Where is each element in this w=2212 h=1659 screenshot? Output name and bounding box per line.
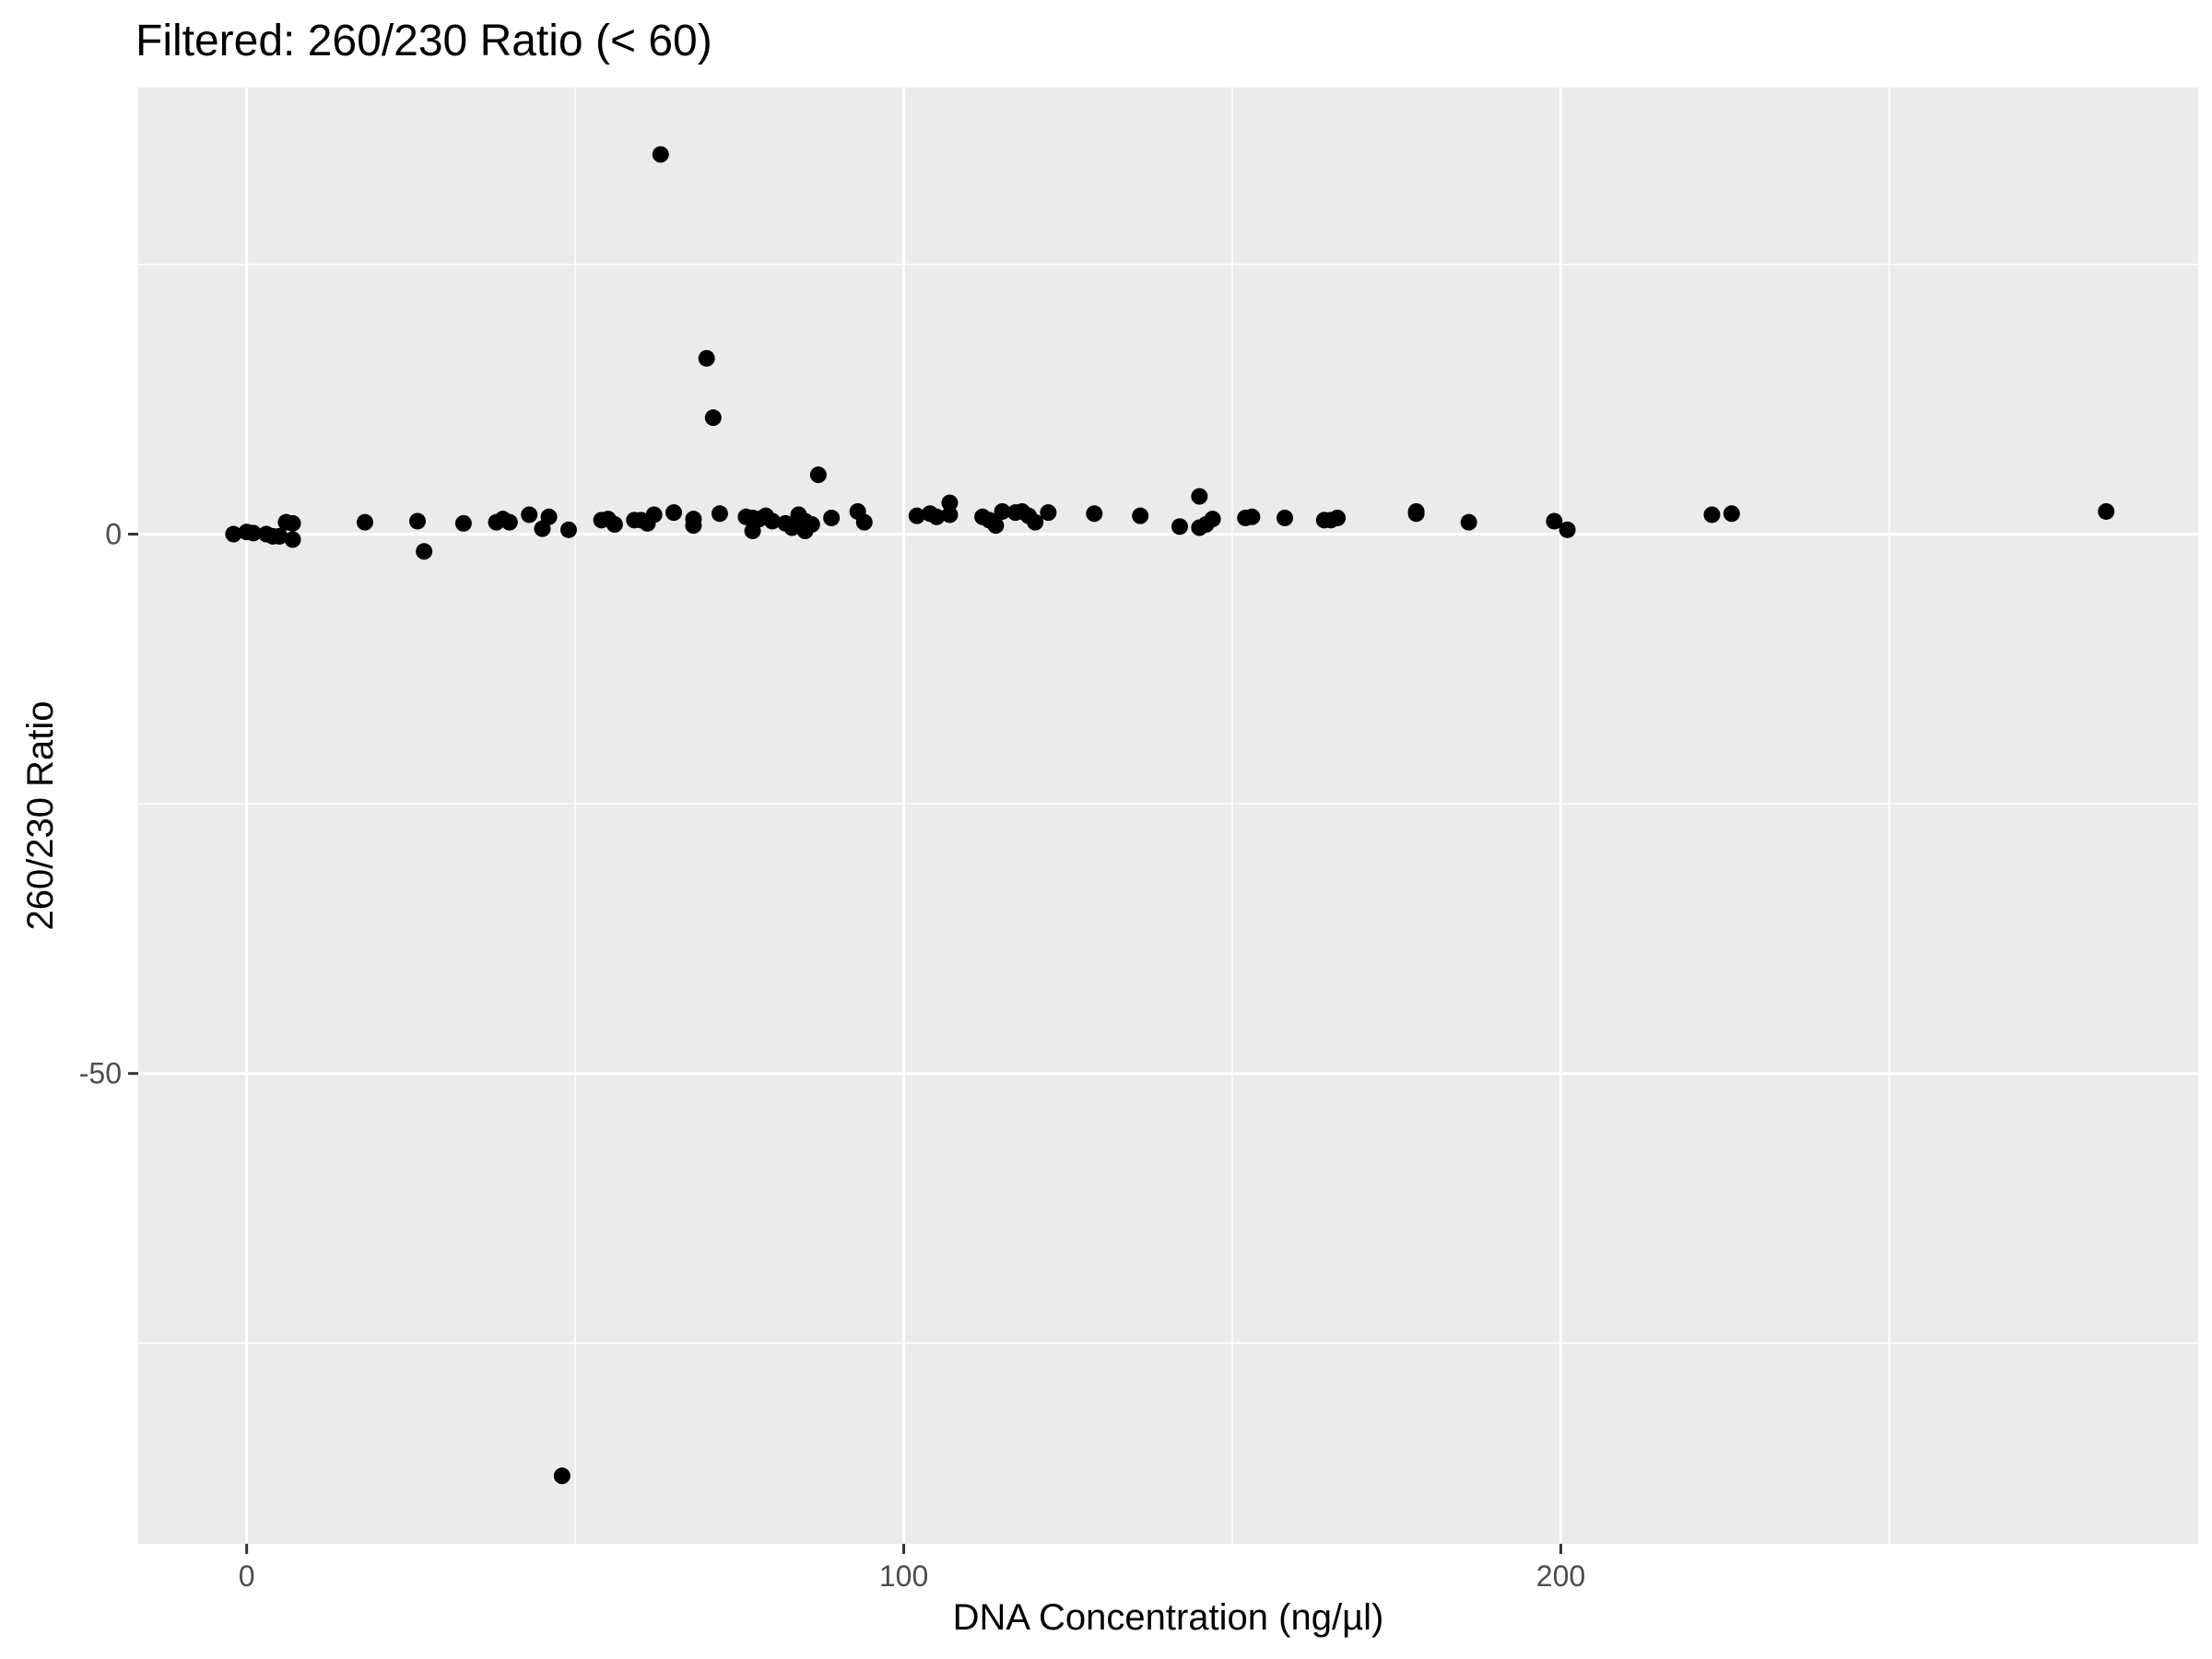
chart-title: Filtered: 260/230 Ratio (< 60): [135, 17, 712, 65]
data-point: [994, 502, 1011, 520]
x-axis: 0 100 200: [239, 1544, 1585, 1593]
data-point: [1243, 508, 1261, 525]
data-point: [941, 506, 959, 524]
data-point: [1171, 518, 1188, 535]
x-tick-label: 100: [879, 1559, 928, 1593]
data-point: [284, 531, 301, 548]
data-point: [1407, 502, 1425, 520]
data-point: [645, 506, 663, 524]
data-point: [783, 519, 801, 536]
data-point: [1132, 507, 1149, 524]
data-point: [704, 409, 722, 427]
data-point: [928, 508, 946, 525]
x-axis-title: DNA Concentration (ng/µl): [953, 1597, 1384, 1638]
data-point: [454, 514, 472, 532]
data-point: [1546, 512, 1563, 530]
y-axis-title: 260/230 Ratio: [20, 700, 61, 930]
data-point: [356, 513, 373, 531]
data-point: [1040, 504, 1057, 522]
data-point: [1723, 505, 1740, 523]
data-point: [1204, 511, 1221, 528]
data-point: [540, 508, 558, 525]
data-point: [855, 513, 873, 531]
data-point: [1329, 509, 1347, 526]
plot-panel: [138, 88, 2198, 1544]
data-point: [559, 521, 577, 538]
data-point: [1703, 506, 1721, 524]
x-tick-label: 0: [239, 1559, 255, 1593]
data-point: [665, 504, 683, 522]
data-point: [1460, 513, 1477, 531]
y-tick-label: -50: [79, 1057, 122, 1090]
data-point: [606, 516, 623, 533]
y-tick-label: 0: [105, 518, 122, 551]
data-point: [271, 527, 288, 545]
data-point: [652, 146, 669, 163]
data-point: [941, 494, 959, 512]
data-point: [500, 513, 518, 531]
data-point: [698, 349, 715, 367]
data-point: [763, 512, 781, 530]
data-point: [987, 517, 1005, 535]
data-point: [2098, 502, 2115, 520]
data-point: [1191, 488, 1208, 505]
major-gridlines: [138, 88, 2198, 1544]
x-tick-label: 200: [1536, 1559, 1585, 1593]
minor-gridlines: [138, 88, 2198, 1544]
data-point: [809, 466, 827, 484]
data-point: [521, 506, 538, 524]
data-point: [225, 525, 242, 543]
data-point: [1559, 521, 1576, 538]
data-point: [284, 514, 301, 532]
data-point: [823, 509, 841, 526]
data-point: [553, 1467, 571, 1485]
data-point: [803, 516, 820, 533]
data-point: [685, 517, 702, 535]
data-point: [416, 543, 433, 560]
data-point: [408, 512, 426, 530]
y-axis: 0 -50: [79, 518, 138, 1090]
data-point: [1027, 513, 1044, 531]
data-point: [1086, 505, 1103, 523]
data-point: [711, 505, 728, 523]
data-points: [225, 146, 2115, 1485]
data-point: [908, 507, 925, 524]
data-point: [1277, 509, 1294, 526]
data-point: [244, 524, 262, 542]
